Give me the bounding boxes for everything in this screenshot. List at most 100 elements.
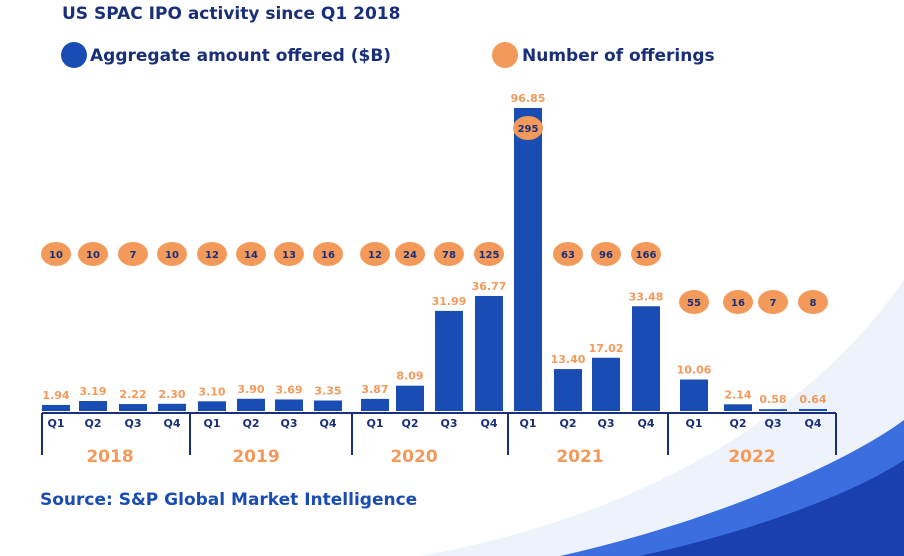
offering-badge [236,242,266,266]
offering-label: 78 [442,250,456,261]
x-tick-label: Q2 [401,417,418,430]
bar [198,401,226,411]
value-label: 36.77 [472,280,507,293]
value-label: 2.22 [119,388,146,401]
bar [396,385,424,411]
offering-badge [78,242,108,266]
offering-badge [41,242,71,266]
bar [592,357,620,411]
x-tick-label: Q3 [124,417,141,430]
offering-label: 16 [321,250,335,261]
value-label: 3.87 [361,383,388,396]
offering-label: 125 [479,250,500,261]
value-label: 8.09 [396,370,423,383]
bar [361,398,389,411]
year-label: 2019 [232,447,279,467]
chart-title: US SPAC IPO activity since Q1 2018 [62,4,400,24]
x-tick-label: Q3 [597,417,614,430]
x-tick-label: Q3 [280,417,297,430]
bar [314,400,342,411]
value-label: 17.02 [589,342,624,355]
x-tick-label: Q4 [163,417,180,430]
offering-badge [758,290,788,314]
year-label: 2022 [728,447,775,467]
value-label: 3.19 [79,385,106,398]
year-label: 2020 [390,447,437,467]
value-label: 3.10 [198,385,225,398]
bar [554,369,582,411]
offering-badge [118,242,148,266]
x-tick-label: Q4 [319,417,336,430]
offering-badge [679,290,709,314]
bar [119,404,147,411]
x-tick-label: Q4 [804,417,821,430]
bar [632,306,660,411]
bar [42,404,70,411]
bar [79,401,107,411]
x-tick-label: Q4 [480,417,497,430]
legend-swatch [492,42,518,68]
offering-badge [798,290,828,314]
x-tick-label: Q4 [637,417,654,430]
bar [514,108,542,411]
bar [475,295,503,411]
background-swoosh [640,460,904,556]
x-tick-label: Q2 [559,417,576,430]
offering-label: 8 [810,298,817,309]
bar [275,399,303,411]
x-tick-label: Q2 [84,417,101,430]
bar [799,408,827,411]
offering-label: 166 [636,250,657,261]
x-tick-label: Q1 [519,417,536,430]
offering-badge [360,242,390,266]
offering-label: 10 [49,250,63,261]
value-label: 3.35 [314,385,341,398]
offering-badge [313,242,343,266]
offering-badge [631,242,661,266]
source: Source: S&P Global Market Intelligence [40,490,417,510]
value-label: 13.40 [551,353,586,366]
offering-label: 12 [368,250,382,261]
offering-label: 10 [86,250,100,261]
value-label: 2.30 [158,388,185,401]
bar [237,398,265,411]
value-label: 31.99 [432,295,467,308]
value-label: 3.69 [275,383,302,396]
offering-label: 16 [731,298,745,309]
value-label: 0.58 [759,393,786,406]
value-label: 10.06 [677,364,712,377]
offering-label: 7 [130,250,137,261]
year-label: 2018 [86,447,133,467]
value-label: 0.64 [799,393,826,406]
offering-badge [395,242,425,266]
offering-badge [197,242,227,266]
offering-label: 13 [282,250,296,261]
x-tick-label: Q3 [764,417,781,430]
x-tick-label: Q1 [366,417,383,430]
value-label: 1.94 [42,389,69,402]
bar [158,403,186,411]
x-tick-label: Q1 [685,417,702,430]
offering-badge [157,242,187,266]
x-tick-label: Q1 [203,417,220,430]
year-label: 2021 [556,447,603,467]
bar [680,379,708,411]
bar [759,409,787,411]
offering-badge [434,242,464,266]
value-label: 96.85 [511,92,546,105]
legend-label: Aggregate amount offered ($B) [90,46,391,66]
offering-badge [723,290,753,314]
offering-label: 55 [687,298,701,309]
offering-label: 14 [244,250,258,261]
offering-badge [474,242,504,266]
offering-label: 10 [165,250,179,261]
bar [724,404,752,411]
bar [435,310,463,411]
offering-badge [553,242,583,266]
offering-badge [274,242,304,266]
offering-label: 96 [599,250,613,261]
offering-badge [591,242,621,266]
value-label: 33.48 [629,290,664,303]
legend-swatch [61,42,87,68]
